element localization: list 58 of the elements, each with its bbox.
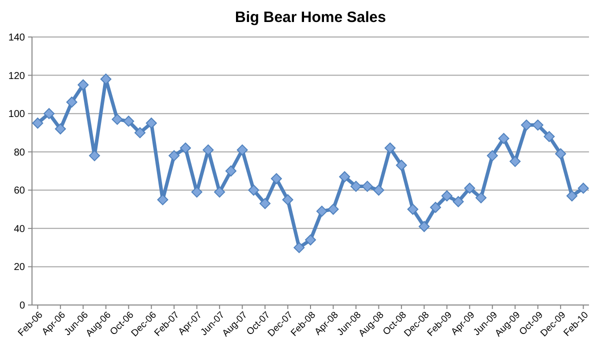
point [520,120,532,131]
point [384,142,396,154]
point [464,182,476,194]
point [362,180,373,192]
point [430,202,442,213]
point [486,150,498,162]
point [32,118,44,129]
point [202,144,214,156]
point [350,180,362,192]
point [260,198,271,210]
y-tick-label: 80 [14,147,26,158]
point [168,150,180,162]
point [418,221,430,232]
point [66,96,78,108]
point [441,190,452,202]
chart-title: Big Bear Home Sales [235,9,386,26]
point [270,173,282,184]
y-tick-label: 0 [19,300,26,312]
point [123,116,134,127]
point [214,186,226,198]
point [339,171,350,182]
point [328,204,339,215]
point [566,190,578,202]
point [134,127,146,138]
point [498,132,510,144]
point [248,184,260,196]
point [578,182,589,194]
point [44,108,55,120]
point [157,194,168,206]
point [294,242,305,254]
point [452,196,464,208]
point [146,118,157,129]
y-tick-label: 120 [8,70,26,82]
y-tick-label: 60 [14,186,26,197]
point [225,166,236,176]
point [180,142,191,154]
y-tick-label: 140 [8,32,26,44]
point [54,123,66,134]
point [532,120,544,131]
point [510,156,521,167]
point [555,148,566,160]
point [544,131,555,142]
point [112,114,123,125]
point [373,184,384,196]
point [407,204,418,215]
point [396,160,407,171]
point [191,186,202,198]
y-tick-label: 100 [8,109,26,120]
point [236,144,248,156]
y-tick-label: 20 [14,262,26,274]
y-tick-label: 40 [14,224,26,235]
point [305,234,316,246]
point [282,194,294,206]
point [89,150,100,162]
point [476,192,487,204]
point [78,79,89,90]
point [316,206,328,217]
point [100,74,112,85]
